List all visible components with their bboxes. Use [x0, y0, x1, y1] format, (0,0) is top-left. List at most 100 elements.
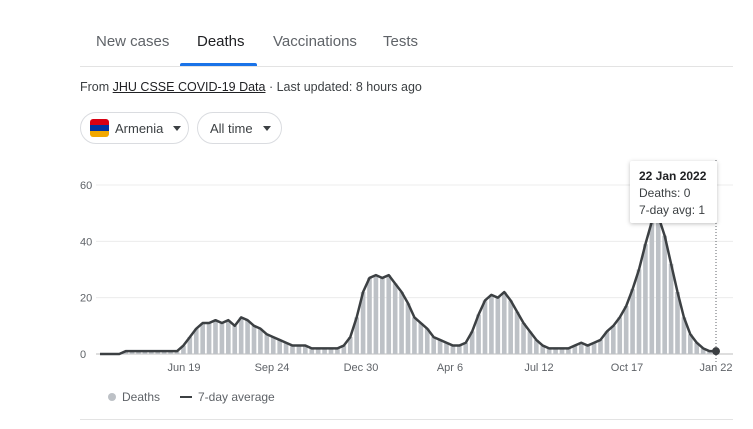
deaths-bar — [643, 244, 648, 354]
country-selector[interactable]: Armenia — [80, 112, 189, 144]
seven-day-average-line — [100, 214, 716, 356]
tab-bar: New cases Deaths Vaccinations Tests — [80, 0, 733, 67]
deaths-bar — [437, 339, 443, 354]
deaths-bar — [598, 339, 603, 354]
deaths-bar — [457, 345, 462, 354]
deaths-bar — [309, 348, 315, 354]
deaths-bar — [534, 339, 539, 354]
deaths-bar — [636, 269, 642, 354]
deaths-bar — [412, 317, 417, 354]
deaths-bar — [617, 317, 623, 354]
legend-line-icon — [180, 396, 192, 398]
deaths-bar — [322, 348, 327, 354]
legend-dot-icon — [108, 393, 116, 401]
deaths-bar — [315, 348, 321, 354]
deaths-bar — [174, 351, 180, 354]
deaths-bar — [489, 294, 494, 354]
deaths-bar — [540, 345, 546, 354]
deaths-bar — [501, 292, 507, 354]
tooltip-average: 7-day avg: 1 — [639, 203, 706, 217]
time-range-label: All time — [210, 120, 253, 136]
deaths-bar — [155, 351, 161, 354]
tab-vaccinations[interactable]: Vaccinations — [273, 33, 357, 50]
deaths-bar — [623, 306, 629, 354]
deaths-bar — [469, 331, 475, 354]
deaths-bar — [585, 345, 590, 354]
time-range-selector[interactable]: All time — [197, 112, 282, 144]
armenia-flag-icon — [90, 119, 109, 137]
deaths-bar — [238, 317, 244, 354]
deaths-bar — [123, 351, 128, 354]
tooltip-deaths: Deaths: 0 — [639, 186, 691, 200]
deaths-bar — [245, 320, 250, 354]
bottom-divider — [80, 419, 733, 420]
deaths-bar — [258, 328, 263, 354]
deaths-bar — [495, 297, 501, 354]
deaths-bar — [476, 314, 481, 354]
x-tick-label: Jun 19 — [167, 362, 200, 374]
deaths-bar — [380, 277, 385, 354]
deaths-bar — [136, 351, 141, 354]
deaths-bar — [591, 342, 597, 354]
y-tick-label: 40 — [80, 236, 92, 248]
deaths-bar — [553, 348, 558, 354]
deaths-bar — [450, 345, 456, 354]
deaths-bar — [546, 348, 552, 354]
tab-tests[interactable]: Tests — [383, 33, 419, 50]
deaths-bar — [341, 345, 347, 354]
legend-deaths-label: Deaths — [122, 390, 161, 404]
deaths-bar — [193, 328, 199, 354]
deaths-bar — [392, 283, 398, 354]
deaths-bar — [367, 277, 372, 354]
deaths-bar — [514, 311, 520, 354]
deaths-bar — [668, 263, 674, 354]
deaths-bar — [418, 323, 424, 354]
hover-point — [712, 347, 720, 356]
deaths-bar — [296, 345, 302, 354]
x-tick-label: Oct 17 — [611, 362, 643, 374]
tab-deaths[interactable]: Deaths — [197, 33, 245, 50]
y-tick-label: 0 — [80, 349, 86, 361]
deaths-bar — [431, 337, 436, 354]
legend-average: 7-day average — [180, 390, 275, 404]
deaths-bar — [181, 345, 186, 354]
deaths-bar — [559, 348, 565, 354]
deaths-bar — [142, 351, 148, 354]
chart-tooltip: 22 Jan 2022 Deaths: 0 7-day avg: 1 — [630, 161, 717, 223]
tab-new-cases[interactable]: New cases — [96, 33, 170, 50]
deaths-bar — [264, 334, 270, 354]
deaths-bar — [662, 235, 667, 354]
deaths-bar — [290, 345, 295, 354]
deaths-bar — [399, 292, 404, 354]
deaths-bar — [303, 345, 308, 354]
deaths-bar — [187, 337, 193, 354]
deaths-bar — [572, 345, 578, 354]
deaths-bar — [200, 323, 205, 354]
x-tick-label: Apr 6 — [437, 362, 463, 374]
deaths-bar — [213, 320, 218, 354]
x-tick-label: Sep 24 — [255, 362, 290, 374]
deaths-bar — [360, 292, 366, 354]
deaths-bar — [335, 348, 340, 354]
deaths-bar — [707, 351, 712, 354]
x-tick-label: Jul 12 — [524, 362, 553, 374]
deaths-bar — [354, 317, 359, 354]
deaths-bar — [649, 221, 655, 354]
deaths-bar — [566, 348, 571, 354]
deaths-bar — [700, 348, 706, 354]
deaths-bar — [149, 351, 154, 354]
source-link[interactable]: JHU CSSE COVID-19 Data — [112, 80, 266, 94]
y-tick-label: 60 — [80, 180, 92, 192]
deaths-bar — [251, 325, 257, 354]
deaths-bar — [463, 342, 469, 354]
deaths-bar — [611, 325, 616, 354]
deaths-bar — [444, 342, 449, 354]
deaths-bar — [277, 339, 282, 354]
active-tab-indicator — [180, 63, 257, 66]
deaths-bar — [270, 337, 276, 354]
deaths-bar — [373, 275, 379, 354]
deaths-bar — [219, 323, 225, 354]
deaths-bar — [655, 215, 661, 354]
deaths-bar — [226, 320, 231, 354]
